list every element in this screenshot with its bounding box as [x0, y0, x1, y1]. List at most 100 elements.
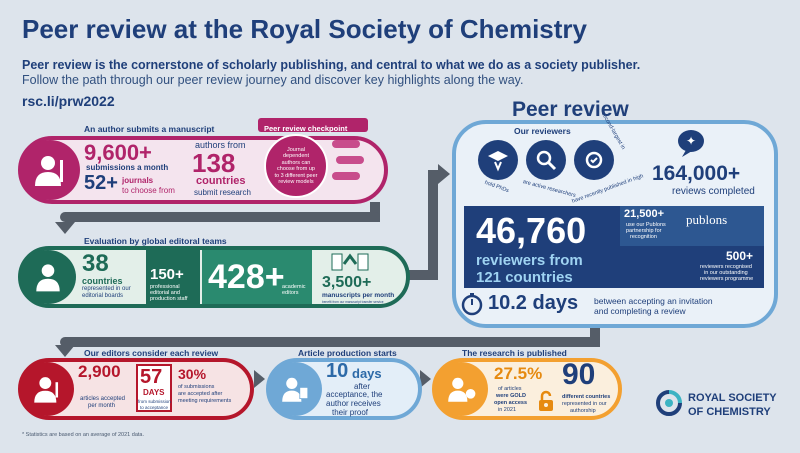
peer-review-title: Peer review: [512, 98, 629, 121]
publons-value: 21,500+: [624, 208, 665, 220]
path-connector: [408, 270, 438, 280]
arrow-right-icon: [438, 164, 450, 184]
rsc-logo-icon: [656, 390, 682, 416]
checkpoint-title: Peer review checkpoint: [264, 124, 348, 133]
production-label4: their proof: [332, 408, 369, 417]
proof-icon: [268, 362, 322, 416]
section-heading: The research is published: [462, 348, 567, 358]
author-avatar-icon: [20, 140, 80, 200]
manuscripts-label: manuscripts per month: [322, 292, 395, 299]
arrow-right-icon: [420, 370, 431, 388]
svg-text:✦: ✦: [686, 134, 696, 148]
staff-label3: production staff: [150, 296, 188, 302]
gold-label3: open access: [494, 400, 528, 406]
manuscripts-desc: benefit from our manuscript transfer ser…: [322, 300, 384, 304]
editors-days-value: 57: [140, 366, 163, 388]
pct-label2: are accepted after: [178, 391, 223, 397]
footnote: * Statistics are based on an average of …: [22, 432, 144, 438]
path-connector: [60, 337, 600, 347]
journals-label: journals: [122, 176, 154, 185]
section-heading: Article production starts: [298, 348, 397, 358]
gold-label1: of articles: [498, 386, 522, 392]
accepted-value: 2,900: [78, 362, 121, 381]
gold-label2: were GOLD: [496, 393, 526, 399]
url-link[interactable]: rsc.li/prw2022: [22, 93, 115, 109]
staff-label2: editorial and: [150, 290, 180, 296]
logo-line1: ROYAL SOCIETY: [688, 392, 777, 404]
submit-research-label: submit research: [194, 188, 251, 197]
reviewers-heading: Our reviewers: [514, 126, 571, 136]
staff-label1: professional: [150, 284, 180, 290]
arrow-down-icon: [55, 222, 75, 234]
transfer-arrows-icon: [330, 250, 370, 274]
review-days-label1: between accepting an invitation: [594, 296, 713, 306]
production-label2: acceptance, the: [326, 390, 383, 399]
journals-sublabel: to choose from: [122, 186, 175, 195]
editors-value: 428+: [208, 258, 285, 296]
editor-avatar-icon: [20, 250, 76, 304]
published-countries-label3: authorship: [570, 408, 596, 414]
recognised-value: 500+: [726, 249, 754, 263]
checkpoint-tag: [336, 156, 364, 164]
staff-value: 150+: [150, 266, 184, 283]
editorial-countries-desc2: editorial boards: [82, 293, 124, 299]
open-access-lock-icon: [538, 390, 554, 412]
reviews-label: reviews completed: [672, 186, 755, 197]
section-heading: Our editors consider each review: [84, 348, 219, 358]
editors-box: [202, 250, 312, 304]
reviews-value: 164,000+: [652, 162, 741, 185]
pct-label1: of submissions: [178, 384, 215, 390]
production-label1: after: [354, 382, 371, 391]
editor-review-icon: [20, 362, 74, 416]
publons-logo: publons: [686, 212, 728, 227]
arrow-down-icon: [55, 345, 75, 357]
publication-icon: [574, 140, 614, 180]
recognised-label1: reviewers recognised: [700, 264, 752, 270]
accepted-label1: articles accepted: [80, 396, 126, 402]
checkpoint-title-bar: Peer review checkpoint: [258, 118, 368, 133]
checkpoint-tag: [332, 172, 360, 180]
checkpoint-text: Journal dependent authors can choose fro…: [274, 146, 318, 186]
author-countries-value: 138: [192, 148, 236, 178]
submissions-label: submissions a month: [86, 163, 169, 172]
production-days-value: 10: [326, 360, 349, 382]
review-days-value: 10.2 days: [488, 292, 579, 314]
staff-box: [146, 250, 200, 304]
editors-label1: academic: [282, 284, 306, 290]
editors-days-desc1: from submission: [138, 399, 171, 404]
publons-label3: recognition: [630, 234, 657, 240]
published-countries-value: 90: [562, 358, 596, 391]
path-connector: [590, 318, 600, 347]
calendar-icon: [136, 364, 172, 412]
accepted-label2: per month: [88, 403, 116, 409]
author-countries-label: countries: [196, 175, 246, 187]
editors-label2: editors: [282, 290, 299, 296]
production-label3: author receives: [326, 399, 381, 408]
recognised-label3: reviewers programme: [700, 276, 754, 282]
published-countries-label1: different countries: [562, 394, 611, 400]
section-heading: Evaluation by global editoral teams: [84, 236, 227, 246]
published-countries-label2: represented in our: [562, 401, 607, 407]
pct-label3: meeting requirements: [178, 398, 232, 404]
logo-line2: OF CHEMISTRY: [688, 406, 771, 418]
editorial-countries-label: countries: [82, 276, 123, 286]
path-connector: [428, 170, 438, 280]
researcher-icon: [526, 140, 566, 180]
subtitle-line-1: Peer review is the cornerstone of schola…: [22, 58, 641, 72]
gold-label4: in 2021: [498, 407, 517, 413]
production-days-unit: days: [352, 366, 382, 381]
phd-icon: [478, 140, 518, 180]
publons-label2: partnership for: [626, 228, 662, 234]
review-days-label2: and completing a review: [594, 306, 686, 316]
gold-value: 27.5%: [494, 364, 543, 383]
recognised-label2: in our outstanding: [704, 270, 748, 276]
pct-value: 30%: [178, 366, 207, 382]
recognised-box: [690, 246, 764, 288]
authors-from-label: authors from: [195, 140, 246, 150]
editorial-countries-value: 38: [82, 250, 109, 277]
reviewers-value: 46,760: [476, 210, 587, 251]
manuscripts-value: 3,500+: [322, 274, 372, 291]
reviewers-label1: reviewers from: [476, 252, 583, 269]
page-title: Peer review at the Royal Society of Chem…: [22, 14, 587, 44]
stopwatch-icon: [460, 292, 484, 316]
